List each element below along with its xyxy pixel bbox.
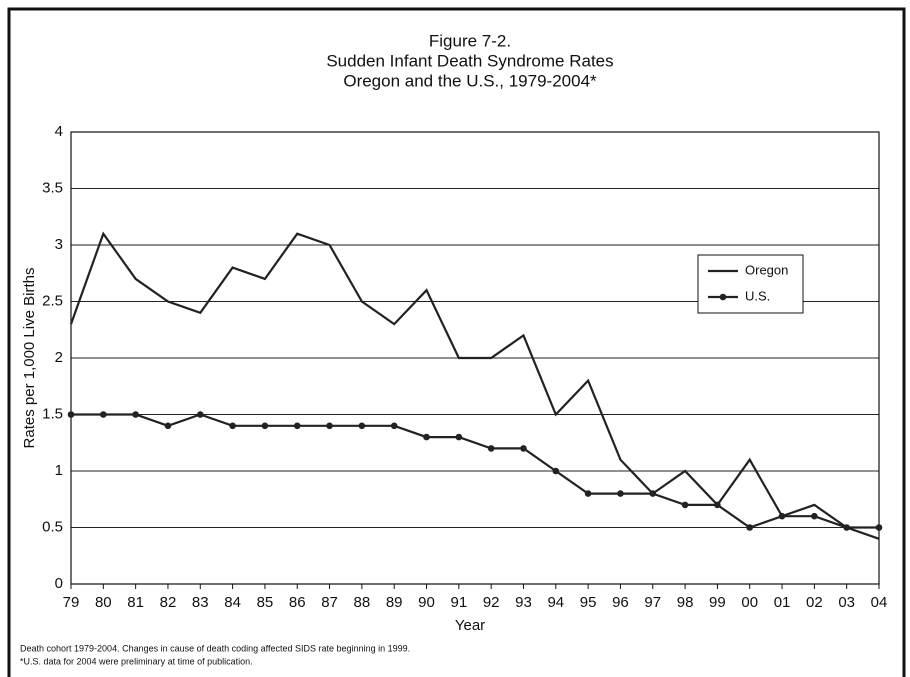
y-tick-label: 2 [55, 349, 63, 366]
x-tick-label: 92 [483, 594, 500, 611]
point [100, 411, 107, 418]
legend-label: U.S. [745, 288, 770, 303]
x-tick-label: 93 [515, 594, 532, 611]
point [714, 501, 721, 509]
y-tick-label: 0 [55, 575, 63, 592]
point [875, 524, 883, 531]
point [261, 422, 269, 430]
point [778, 512, 786, 520]
series-line [69, 231, 880, 540]
x-tick-label: 86 [289, 594, 306, 611]
x-tick-label: 83 [192, 594, 209, 611]
x-tick-label: 96 [612, 594, 629, 611]
chart-title: Figure 7-2. [429, 31, 511, 50]
point [843, 524, 850, 531]
point [390, 422, 398, 430]
point [584, 490, 592, 497]
x-tick-label: 81 [127, 594, 144, 611]
legend-box [697, 254, 804, 314]
footnote: *U.S. data for 2004 were preliminary at … [20, 656, 253, 666]
y-tick-label: 4 [55, 123, 63, 140]
x-tick-label: 03 [838, 594, 855, 611]
y-tick-label: 3.5 [42, 179, 63, 196]
y-tick-label: 1 [55, 462, 63, 479]
x-tick-label: 00 [741, 594, 758, 611]
y-tick-label: 0.5 [42, 518, 63, 535]
point [326, 422, 333, 430]
x-tick-label: 89 [386, 594, 403, 611]
x-tick-label: 95 [580, 594, 597, 611]
point [164, 422, 172, 430]
point [649, 490, 657, 497]
x-tick-label: 04 [871, 594, 888, 611]
y-axis-label: Rates per 1,000 Live Births [21, 268, 38, 449]
x-tick-label: 98 [677, 594, 694, 611]
chart-title: Oregon and the U.S., 1979-2004* [343, 71, 597, 90]
x-tick-label: 88 [354, 594, 371, 611]
x-tick-label: 99 [709, 594, 726, 611]
point [455, 433, 463, 441]
x-tick-label: 91 [450, 594, 467, 611]
point [487, 445, 495, 452]
point [423, 433, 430, 441]
point [552, 467, 560, 475]
chart-title: Sudden Infant Death Syndrome Rates [326, 51, 613, 70]
x-tick-label: 87 [321, 594, 338, 611]
point [617, 490, 624, 497]
point [746, 524, 754, 531]
frame [7, 7, 906, 677]
x-tick-label: 97 [644, 594, 661, 611]
x-tick-label: 79 [63, 594, 80, 611]
point [681, 501, 689, 509]
x-tick-label: 02 [806, 594, 823, 611]
x-tick-label: 82 [160, 594, 177, 611]
point [358, 422, 366, 430]
y-tick-label: 1.5 [42, 405, 63, 422]
point [293, 422, 301, 430]
x-tick-label: 80 [95, 594, 112, 611]
series-line [71, 413, 879, 529]
x-tick-label: 94 [547, 594, 564, 611]
y-tick-label: 3 [55, 236, 63, 253]
point [132, 411, 139, 418]
x-tick-label: 90 [418, 594, 435, 611]
plot-border [70, 131, 880, 585]
y-tick-label: 2.5 [42, 292, 63, 309]
point [229, 422, 236, 430]
x-tick-label: 01 [774, 594, 791, 611]
x-tick-label: 84 [224, 594, 241, 611]
legend-marker [719, 293, 727, 301]
x-tick-label: 85 [257, 594, 274, 611]
legend-label: Oregon [745, 262, 788, 277]
point [196, 411, 204, 418]
point [67, 411, 75, 418]
point [811, 512, 818, 520]
footnote: Death cohort 1979-2004. Changes in cause… [20, 643, 410, 653]
x-axis-label: Year [455, 617, 485, 634]
point [520, 445, 527, 452]
